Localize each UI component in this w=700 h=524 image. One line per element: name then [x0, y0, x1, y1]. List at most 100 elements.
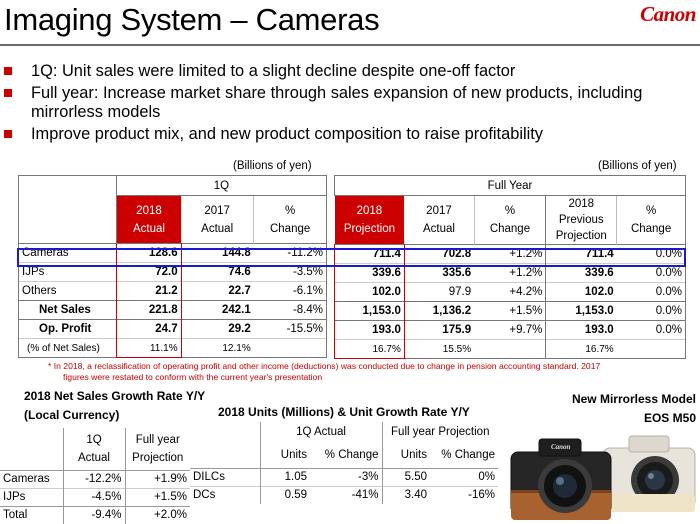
cell-value: -16%	[468, 489, 495, 502]
cell-value: 74.6	[228, 266, 251, 278]
cell-value: 0.0%	[616, 301, 686, 321]
col-header-units: Units	[381, 442, 430, 468]
col-header-2018-actual: 2018 Actual	[116, 195, 182, 244]
table-full-year: Full Year 2018 Projection 2017 Actual % Cha…	[334, 175, 686, 359]
page-title: Imaging System – Cameras	[4, 2, 380, 37]
title-divider	[0, 44, 700, 46]
units-label-q: (Billions of yen)	[233, 160, 312, 172]
col-header-2018-projection: 2018 Projection	[334, 195, 405, 245]
cell-value: 16.7%	[334, 339, 405, 359]
bullet-text: Improve product mix, and new product com…	[31, 125, 543, 143]
growth-table: 1Q Actual Full year Projection Cameras -12…	[0, 428, 190, 524]
cell-value: -8.4%	[253, 300, 327, 320]
cell-value: -3%	[358, 471, 379, 483]
cell-value: -4.5%	[62, 488, 125, 506]
cell-value: 702.8	[442, 248, 472, 260]
eos-m50-camera-image: Canon	[510, 435, 696, 520]
row-label: DCs	[193, 489, 216, 502]
cell-value: +1.9%	[124, 470, 190, 488]
cell-value: 144.8	[221, 247, 251, 259]
cell-value: +9.7%	[474, 320, 547, 340]
table-row: DCs 0.59 -41% 3.40 -16%	[190, 486, 498, 504]
cell-value: 1,136.2	[432, 305, 472, 317]
row-label: Others	[18, 281, 117, 301]
bullet-square-icon	[4, 67, 12, 75]
growth-subtitle: (Local Currency)	[24, 408, 120, 422]
bullet-text-continued: mirrorless models	[31, 103, 161, 121]
cell-value: +4.2%	[474, 282, 547, 302]
group-header-1q: 1Q	[115, 175, 328, 196]
bullet-item: 1Q: Unit sales were limited to a slight …	[2, 62, 700, 81]
row-label-header	[18, 175, 117, 244]
table-row: Others 21.2 22.7 -6.1%	[18, 281, 327, 301]
canon-logo: Canon	[640, 2, 696, 26]
units-table: 1Q Actual Full year Projection Units % C…	[190, 422, 498, 504]
cell-value: +1.5%	[474, 301, 547, 321]
row-label: (% of Net Sales)	[18, 338, 117, 358]
col-header-2017-actual: 2017 Actual	[404, 195, 475, 245]
col-header-change: % Change	[253, 195, 327, 244]
cell-value: 16.7%	[585, 343, 614, 355]
table-row: Net Sales 221.8 242.1 -8.4%	[18, 300, 327, 320]
cell-value: 1.05	[259, 468, 310, 486]
cell-value: 193.0	[334, 320, 405, 340]
col-header-1q-actual: 1Q Actual	[62, 428, 125, 470]
col-header-fy-projection: Full year Projection	[124, 428, 190, 470]
cell-value: +1.2%	[474, 263, 547, 283]
cell-value: 29.2	[228, 323, 251, 335]
bullet-square-icon	[4, 130, 12, 138]
row-label: IJPs	[18, 262, 117, 282]
table-row: (% of Net Sales) 11.1% 12.1%	[18, 338, 327, 358]
table-row: Total -9.4% +2.0%	[0, 506, 190, 524]
cell-value: 711.4	[585, 248, 614, 260]
cell-value: 0.0%	[616, 320, 686, 340]
cameras-row-highlight	[17, 248, 686, 267]
units-label-fy: (Billions of yen)	[598, 160, 677, 172]
table-row: IJPs 72.0 74.6 -3.5%	[18, 262, 327, 282]
units-title: 2018 Units (Millions) & Unit Growth Rate…	[218, 405, 470, 419]
table-row: 1,153.0 1,136.2 +1.5% 1,153.0 0.0%	[334, 301, 686, 321]
cell-value: 21.2	[115, 281, 182, 301]
cell-value: 242.1	[221, 304, 251, 316]
cell-value: 102.0	[584, 286, 614, 298]
new-model-name: EOS M50	[643, 411, 696, 425]
svg-text:Canon: Canon	[551, 443, 571, 451]
bullet-text: Full year: Increase market share through…	[31, 84, 643, 102]
cell-value: -15.5%	[253, 319, 327, 339]
bullet-item: Improve product mix, and new product com…	[2, 125, 700, 144]
cell-value: 72.0	[115, 262, 182, 282]
cell-value: 339.6	[334, 263, 405, 283]
cell-value: 24.7	[115, 319, 182, 339]
cell-value: 15.5%	[442, 343, 472, 355]
bullet-list: 1Q: Unit sales were limited to a slight …	[2, 62, 700, 147]
cell-value: -3.5%	[253, 262, 327, 282]
cell-value: 1,153.0	[334, 301, 405, 321]
row-label: Net Sales	[18, 300, 117, 320]
group-header-fy-projection: Full year Projection	[381, 422, 498, 442]
cell-value: 12.1%	[222, 342, 251, 354]
cell-value: 22.7	[228, 285, 251, 297]
cell-value	[253, 338, 327, 358]
cell-value: +1.5%	[124, 488, 190, 506]
table-row: 16.7% 15.5% 16.7%	[334, 339, 686, 359]
cell-value: 3.40	[381, 486, 430, 504]
cell-value: -12.2%	[62, 470, 125, 488]
growth-title: 2018 Net Sales Growth Rate Y/Y	[24, 389, 206, 403]
table-row: 193.0 175.9 +9.7% 193.0 0.0%	[334, 320, 686, 340]
cell-value: 335.6	[442, 267, 472, 279]
cell-value: 0%	[478, 471, 495, 483]
cell-value: -41%	[351, 489, 379, 502]
cell-value: 0.0%	[616, 282, 686, 302]
cell-value: 221.8	[115, 300, 182, 320]
footnote: * In 2018, a reclassification of operati…	[48, 361, 601, 382]
col-header-change: % Change	[474, 195, 547, 245]
row-label: DILCs	[193, 471, 225, 483]
cell-value: 339.6	[584, 267, 614, 279]
table-row: 102.0 97.9 +4.2% 102.0 0.0%	[334, 282, 686, 302]
cell-value: 175.9	[442, 324, 472, 336]
table-row: IJPs -4.5% +1.5%	[0, 488, 190, 506]
group-header-full-year: Full Year	[334, 175, 686, 196]
row-label: IJPs	[3, 491, 26, 503]
cell-value: 0.59	[259, 486, 310, 504]
cell-value: -9.4%	[62, 506, 125, 524]
